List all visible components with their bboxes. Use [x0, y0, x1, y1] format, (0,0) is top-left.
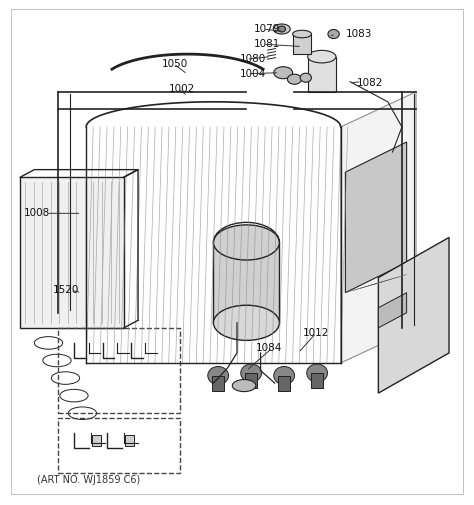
- Ellipse shape: [274, 67, 292, 79]
- Ellipse shape: [208, 367, 228, 385]
- Bar: [278, 376, 290, 390]
- Ellipse shape: [307, 364, 328, 382]
- Ellipse shape: [328, 29, 339, 38]
- Bar: [212, 376, 224, 390]
- Text: 1083: 1083: [346, 29, 372, 39]
- Bar: [246, 373, 257, 388]
- Text: (ART NO. WJ1859 C6): (ART NO. WJ1859 C6): [36, 475, 140, 484]
- Text: 1520: 1520: [53, 285, 80, 295]
- Text: 1012: 1012: [303, 328, 329, 338]
- Polygon shape: [378, 237, 449, 393]
- Bar: [311, 373, 323, 388]
- Polygon shape: [20, 177, 124, 328]
- Text: 1004: 1004: [239, 69, 265, 79]
- Bar: [125, 435, 134, 446]
- Ellipse shape: [273, 24, 290, 34]
- Text: 1080: 1080: [239, 54, 265, 64]
- Text: 1050: 1050: [162, 59, 188, 69]
- Text: 1081: 1081: [254, 39, 280, 49]
- Ellipse shape: [292, 30, 311, 38]
- Bar: [308, 57, 336, 92]
- Ellipse shape: [232, 380, 256, 391]
- Bar: [92, 435, 101, 446]
- Ellipse shape: [241, 364, 262, 382]
- Bar: [213, 242, 279, 323]
- Polygon shape: [341, 92, 416, 363]
- Text: 1079: 1079: [254, 24, 280, 34]
- Bar: [58, 418, 181, 474]
- Ellipse shape: [300, 73, 311, 82]
- Text: 1084: 1084: [256, 343, 282, 353]
- Text: 1082: 1082: [357, 78, 383, 88]
- Ellipse shape: [213, 225, 279, 260]
- Text: 1002: 1002: [169, 84, 195, 94]
- Ellipse shape: [278, 26, 285, 32]
- Ellipse shape: [287, 74, 301, 84]
- Text: 1008: 1008: [24, 209, 50, 218]
- Ellipse shape: [308, 50, 336, 63]
- Ellipse shape: [213, 305, 279, 340]
- Bar: [58, 328, 181, 413]
- Polygon shape: [378, 293, 407, 328]
- Polygon shape: [346, 142, 407, 293]
- Bar: [292, 34, 311, 54]
- Ellipse shape: [274, 367, 294, 385]
